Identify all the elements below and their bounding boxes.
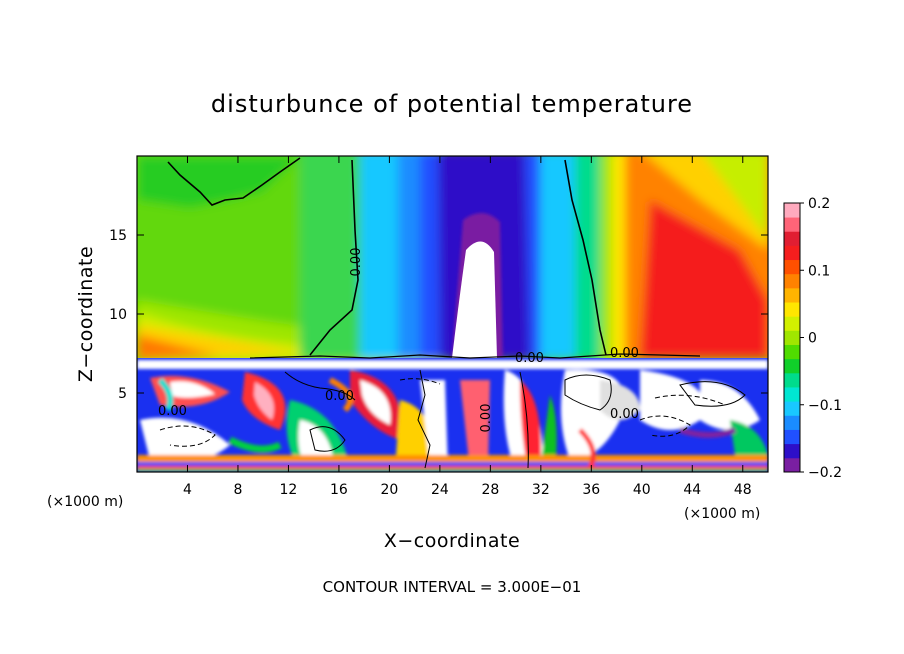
colorbar-cell: [784, 217, 800, 232]
colorbar-cell: [784, 457, 800, 473]
x-axis-label: X−coordinate: [384, 530, 520, 552]
colorbar-tick-label: 0.1: [808, 263, 830, 279]
colorbar-cells: [784, 203, 800, 473]
colorbar-cell: [784, 344, 800, 360]
upper-field: [137, 156, 768, 362]
contour-label: 0.00: [610, 407, 639, 422]
contour-zero-plume-left: [309, 159, 359, 356]
contour-interval-note: CONTOUR INTERVAL = 3.000E−01: [323, 578, 582, 596]
colorbar-cell: [784, 415, 800, 430]
contour-label: 0.00: [349, 248, 364, 277]
contour-label: 0.00: [325, 389, 354, 404]
colorbar-cell: [784, 302, 800, 317]
x-tick-label: 20: [380, 482, 398, 498]
contour-lower-dashed-3: [654, 394, 726, 406]
x-tick-label: 28: [481, 482, 499, 498]
colorbar-cell: [784, 245, 800, 261]
y-axis-label: Z−coordinate: [75, 246, 97, 382]
colorbar-cell: [784, 372, 800, 388]
chart-title: disturbunce of potential temperature: [211, 90, 693, 118]
x-axis: 4 8 12 16 20 24 28 32 36 40 44 48: [183, 156, 752, 498]
contour-lower-5: [417, 369, 431, 469]
x-unit-left: (×1000 m): [47, 494, 123, 510]
contour-interface: [249, 353, 701, 359]
colorbar-cell: [784, 231, 800, 246]
y-axis: 5 10 15: [109, 228, 768, 402]
colorbar: −0.2 −0.1 0 0.1 0.2: [783, 196, 842, 481]
contour-label-group: 0.00 0.00 0.00 0.00 0.00 0.00 0.00: [158, 248, 639, 433]
contour-label: 0.00: [479, 404, 494, 433]
y-tick-label: 15: [109, 228, 127, 244]
contour-lines: [159, 157, 746, 469]
x-tick-label: 24: [431, 482, 449, 498]
contour-label: 0.00: [158, 404, 187, 419]
x-tick-label: 40: [633, 482, 651, 498]
contour-zero-plume-right: [564, 159, 607, 356]
colorbar-cell: [784, 387, 800, 402]
colorbar-cell: [784, 203, 800, 218]
x-tick-label: 36: [582, 482, 600, 498]
colorbar-cell: [784, 443, 800, 459]
contour-label: 0.00: [610, 346, 639, 361]
colorbar-cell: [784, 316, 800, 331]
contour-zero-left: [167, 157, 301, 206]
colorbar-cell: [784, 287, 800, 303]
x-tick-label: 48: [734, 482, 752, 498]
contour-lower-dashed-2: [639, 415, 691, 437]
plot-area: 0.00 0.00 0.00 0.00 0.00 0.00 0.00: [137, 156, 768, 472]
colorbar-cell: [784, 429, 800, 445]
colorbar-cell: [784, 401, 800, 416]
x-tick-label: 16: [330, 482, 348, 498]
contour-lower-1: [284, 371, 356, 401]
colorbar-tick-label: 0: [808, 331, 817, 347]
colorbar-tick-label: −0.1: [808, 398, 842, 414]
contour-lower-4: [679, 381, 746, 407]
contour-lower-2: [564, 374, 612, 411]
x-unit-right: (×1000 m): [684, 506, 760, 522]
colorbar-cell: [784, 259, 800, 275]
x-tick-label: 12: [280, 482, 298, 498]
colorbar-ticks: −0.2 −0.1 0 0.1 0.2: [800, 196, 842, 481]
contour-label: 0.00: [515, 351, 544, 366]
x-tick-label: 4: [183, 482, 192, 498]
contour-lower-dashed-1: [159, 425, 216, 447]
x-tick-label: 44: [683, 482, 701, 498]
y-tick-label: 5: [118, 386, 127, 402]
contour-lower-dashed-4: [399, 378, 441, 385]
colorbar-cell: [784, 358, 800, 374]
colorbar-tick-label: −0.2: [808, 465, 842, 481]
contour-lower-6: [519, 371, 529, 469]
x-tick-label: 8: [233, 482, 242, 498]
cold-plume-white: [452, 241, 497, 358]
y-tick-label: 10: [109, 307, 127, 323]
colorbar-cell: [784, 330, 800, 345]
lower-field: [137, 358, 768, 472]
x-tick-label: 32: [532, 482, 550, 498]
contour-lower-3: [309, 426, 346, 452]
colorbar-cell: [784, 273, 800, 289]
colorbar-tick-label: 0.2: [808, 196, 830, 212]
